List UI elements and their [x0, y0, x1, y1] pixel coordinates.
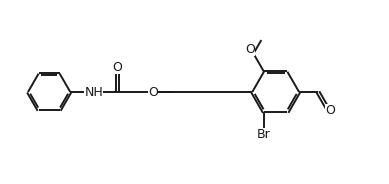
Text: O: O	[112, 61, 122, 74]
Text: Br: Br	[257, 128, 271, 141]
Text: O: O	[149, 86, 158, 98]
Text: NH: NH	[84, 86, 103, 98]
Text: O: O	[245, 43, 255, 56]
Text: O: O	[325, 104, 335, 117]
